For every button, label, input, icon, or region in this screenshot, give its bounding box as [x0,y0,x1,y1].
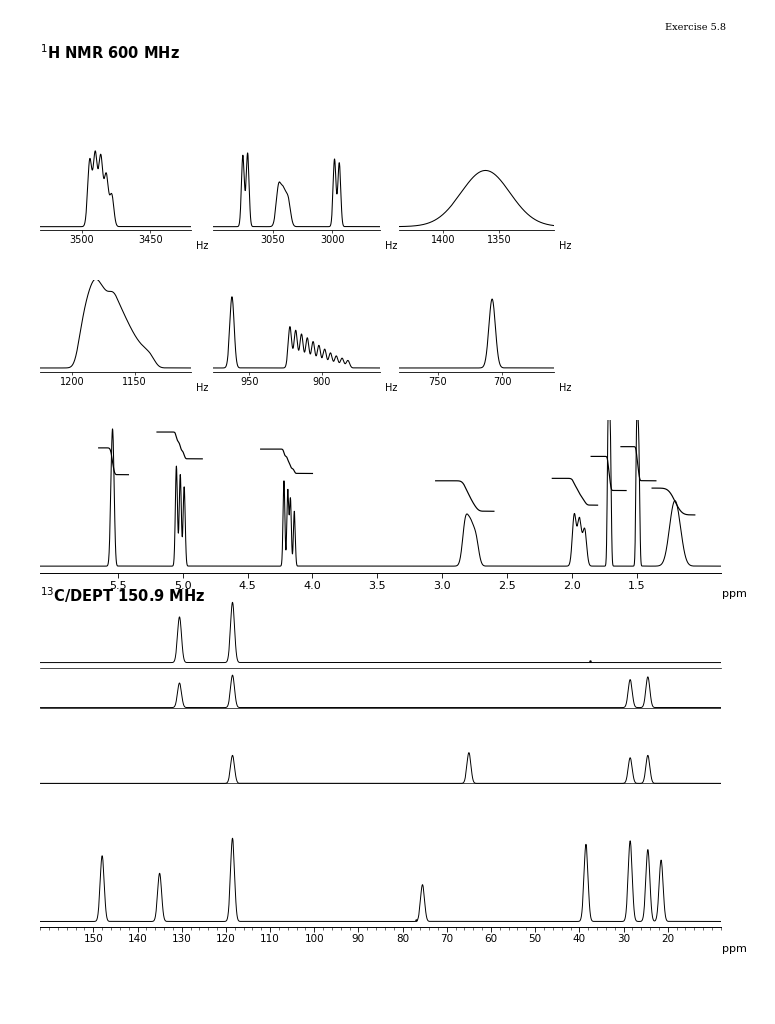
Text: $^{13}$C/DEPT 150.9 MHz: $^{13}$C/DEPT 150.9 MHz [40,586,206,605]
Text: Hz: Hz [384,383,397,393]
Text: Hz: Hz [559,383,571,393]
Text: Hz: Hz [384,242,397,252]
Text: Exercise 5.8: Exercise 5.8 [665,23,726,32]
Text: ppm: ppm [722,589,747,599]
Text: Hz: Hz [196,242,208,252]
Text: Hz: Hz [559,242,571,252]
Text: Hz: Hz [196,383,208,393]
Text: ppm: ppm [722,944,747,954]
Text: $^{1}$H NMR 600 MHz: $^{1}$H NMR 600 MHz [40,43,180,61]
